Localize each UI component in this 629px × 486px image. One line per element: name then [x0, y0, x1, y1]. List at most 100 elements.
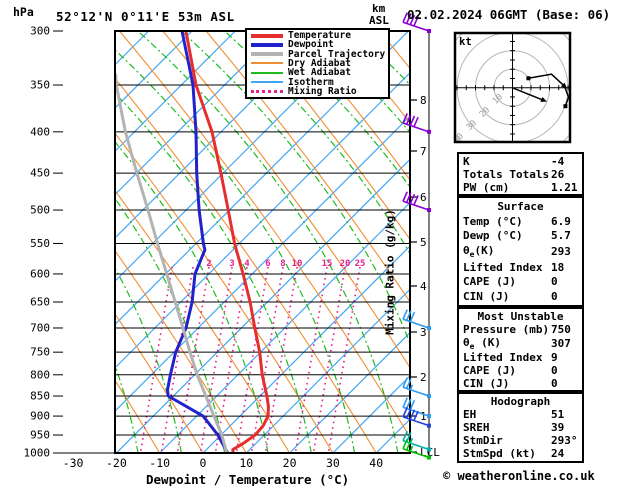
- dry-adiabat-line: [115, 189, 291, 453]
- hodograph-arrowhead: [560, 82, 568, 89]
- copyright-footer: © weatheronline.co.uk: [443, 469, 595, 483]
- table-row-label: Lifted Index: [463, 260, 543, 274]
- isotherm-line: [115, 31, 409, 326]
- mixing-ratio-value-label: 3: [229, 259, 234, 269]
- isotherm-line: [115, 158, 410, 453]
- wind-barb-flag: [413, 195, 419, 206]
- temp-tick-label: -10: [149, 456, 170, 470]
- legend-label: Isotherm: [288, 76, 334, 88]
- pressure-tick-label: 950: [30, 429, 50, 442]
- km-tick-label: 7: [420, 145, 427, 158]
- table-row: Totals Totals 26: [463, 168, 582, 181]
- mixing-ratio-line: [176, 266, 210, 453]
- wind-barb-level-marker: [427, 455, 431, 460]
- dry-adiabat-line: [115, 379, 161, 453]
- pressure-tick-label: 700: [30, 321, 50, 334]
- dry-adiabat-line: [115, 449, 117, 453]
- legend-line-sample: [251, 33, 283, 38]
- hodograph-arrowhead: [540, 96, 547, 102]
- table-row-label: K: [463, 155, 470, 168]
- pressure-tick-label: 450: [30, 167, 50, 180]
- mixing-ratio-line: [312, 266, 346, 453]
- mixing-ratio-line: [264, 266, 298, 453]
- table-row-value: 5.7: [551, 229, 571, 243]
- temp-tick-label: 10: [239, 456, 253, 470]
- wind-barb-level-marker: [427, 325, 431, 330]
- table-row: Dewp (°C) 5.7: [463, 229, 582, 242]
- table-row: K -4: [463, 155, 582, 168]
- mixing-ratio-line: [235, 266, 269, 453]
- mixing-ratio-value-label: 2: [206, 259, 211, 269]
- legend-line-sample: [251, 81, 283, 84]
- table-row-value: 6.9: [551, 214, 571, 228]
- legend-label: Parcel Trajectory: [288, 48, 386, 60]
- legend-line-sample: [251, 71, 283, 74]
- temp-tick-label: 30: [326, 456, 340, 470]
- mixing-ratio-value-label: 10: [292, 259, 303, 269]
- wind-barb: [402, 438, 431, 460]
- mixing-ratio-line: [294, 266, 328, 453]
- mixing-ratio-value-label: 20: [340, 259, 351, 269]
- pressure-tick-label: 900: [30, 410, 50, 423]
- isotherm-line: [115, 31, 193, 109]
- wet-adiabat-line: [115, 49, 356, 453]
- altitude-axis-unit-asl: ASL: [369, 14, 389, 27]
- wind-barb-flag: [413, 116, 419, 128]
- hodograph-trace-start-dot: [526, 76, 531, 81]
- wind-barb-flag: [409, 399, 416, 411]
- table-row-label: CAPE (J): [463, 275, 516, 289]
- table-header: Hodograph: [490, 395, 551, 408]
- table-row: θe (K) 307: [463, 336, 582, 351]
- legend-line-sample: [251, 62, 283, 65]
- legend-line-sample: [251, 52, 283, 57]
- storm-motion-arrow: [512, 87, 544, 101]
- wind-barb-flag: [402, 397, 408, 408]
- isotherm-line: [332, 375, 410, 453]
- datetime-label: 02.02.2024 06GMT (Base: 06): [407, 7, 611, 22]
- km-tick-label: 3: [420, 326, 427, 339]
- legend-item-isotherm: Isotherm: [247, 76, 388, 88]
- wind-barb-level-marker: [427, 414, 431, 419]
- table-row-label: Pressure (mb): [463, 323, 550, 336]
- isotherm-line: [115, 31, 150, 66]
- legend-item-wet-adiabat: Wet Adiabat: [247, 68, 388, 78]
- wind-barb-flag: [409, 115, 416, 126]
- legend-label: Temperature: [288, 30, 351, 42]
- page-title: 52°12'N 0°11'E 53m ASL: [56, 9, 235, 24]
- table-row: CIN (J) 0: [463, 290, 582, 303]
- altitude-axis-unit-km: km: [372, 2, 386, 15]
- table-row: CAPE (J) 0: [463, 364, 582, 377]
- wind-barb-flag: [405, 440, 412, 451]
- mixing-ratio-line: [327, 266, 361, 453]
- wind-barb-half-flag: [409, 384, 414, 391]
- table-row-label: Temp (°C): [463, 214, 523, 228]
- wind-barb: [402, 113, 431, 134]
- wet-adiabat-line: [115, 363, 139, 453]
- table-row-value: 293: [551, 245, 571, 258]
- isotherm-line: [115, 31, 323, 239]
- table-row-label: θe (K): [463, 336, 501, 352]
- wind-barb-flag: [402, 438, 408, 450]
- mixing-ratio-value-label: 6: [265, 259, 270, 269]
- mixing-ratio-value-label: 15: [322, 259, 333, 269]
- table-row-value: 1.21: [551, 181, 578, 194]
- table-row-label: CAPE (J): [463, 364, 516, 378]
- table-row-label: Dewp (°C): [463, 229, 523, 243]
- table-row-label: StmDir: [463, 434, 503, 447]
- pressure-tick-label: 1000: [24, 447, 51, 460]
- table-header: Most Unstable: [477, 310, 564, 323]
- wind-barb: [402, 191, 431, 213]
- km-tick-label: 1: [420, 410, 427, 423]
- table-row-label: EH: [463, 408, 477, 421]
- table-row-value: 293°: [551, 434, 578, 447]
- wind-barb-flag: [402, 309, 408, 320]
- table-row-label: Lifted Index: [463, 351, 543, 365]
- table-row-label: SREH: [463, 421, 490, 434]
- wet-adiabat-line: [180, 31, 410, 346]
- wind-barb-flag: [409, 409, 416, 420]
- pressure-tick-label: 800: [30, 368, 50, 381]
- mixing-ratio-line: [160, 266, 194, 453]
- temp-tick-label: 40: [369, 456, 383, 470]
- wind-barb-flag: [405, 310, 412, 321]
